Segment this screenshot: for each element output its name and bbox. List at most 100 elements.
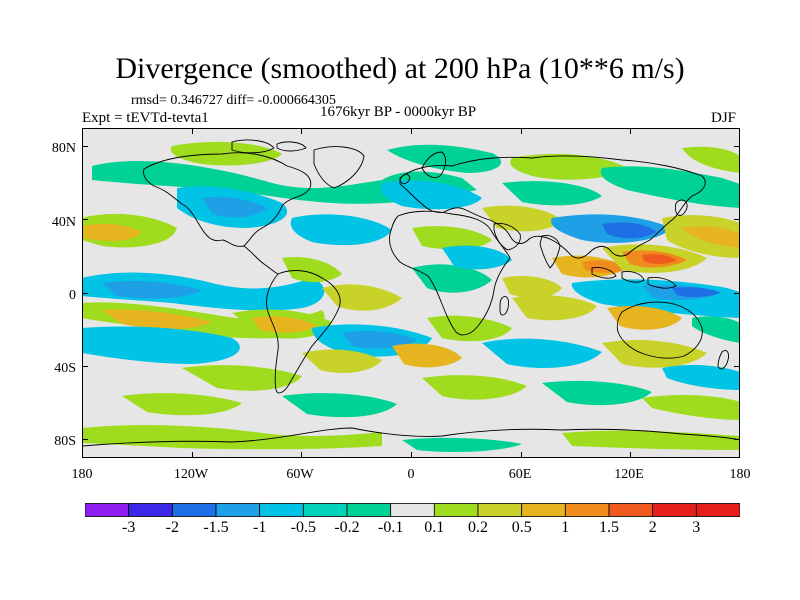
field-patch xyxy=(282,393,397,418)
field-patch xyxy=(342,330,417,349)
coastline-australia xyxy=(616,301,703,359)
colorbar-label: -0.5 xyxy=(290,519,316,536)
field-patch xyxy=(392,343,462,368)
field-patch xyxy=(82,224,142,241)
map-frame xyxy=(82,128,740,458)
field-patch xyxy=(252,316,317,333)
field-patch xyxy=(302,349,382,373)
lat-label-80s: 80S xyxy=(54,434,76,449)
coastline-new-zealand xyxy=(717,349,729,370)
coastline-british-isles xyxy=(399,173,411,185)
page-title: Divergence (smoothed) at 200 hPa (10**6 … xyxy=(115,52,685,85)
colorbar-swatch xyxy=(564,503,610,517)
field-patch xyxy=(542,380,652,406)
colorbar-label: 0.1 xyxy=(424,519,445,536)
coastline-greenland xyxy=(313,146,365,189)
field-patch xyxy=(642,395,740,420)
field-patch xyxy=(692,316,740,343)
field-patch xyxy=(412,226,492,250)
field-patch xyxy=(412,264,492,293)
coastline-arabia xyxy=(493,223,521,251)
colorbar-swatch xyxy=(433,503,479,517)
colorbar-swatch xyxy=(346,503,392,517)
coastline-india xyxy=(539,235,561,269)
field-patch xyxy=(482,205,562,232)
period-label: 1676kyr BP - 0000kyr BP xyxy=(320,104,477,120)
coastline-south-america xyxy=(266,270,341,394)
lon-label-60w: 60W xyxy=(286,467,314,482)
lat-label-eq: 0 xyxy=(69,288,76,303)
field-patch xyxy=(422,375,527,400)
field-patch xyxy=(482,338,602,368)
lon-label-120w: 120W xyxy=(173,467,209,482)
colorbar xyxy=(84,503,741,517)
coastline-antarctica xyxy=(82,427,740,447)
coastline-arctic-islands xyxy=(231,139,307,154)
colorbar-label: 1.5 xyxy=(599,519,619,536)
colorbar-label: -0.1 xyxy=(378,519,404,536)
field-patch xyxy=(442,245,512,270)
lon-label-0: 0 xyxy=(407,467,415,482)
coastline-africa xyxy=(389,210,511,336)
field-patch xyxy=(182,365,302,391)
lon-label-120e: 120E xyxy=(614,467,644,482)
experiment-label: Expt = tEVTd-tevta1 xyxy=(82,110,209,126)
colorbar-swatch xyxy=(390,503,435,517)
colorbar-label: -3 xyxy=(122,519,136,536)
rmsd-diff-text: rmsd= 0.346727 diff= -0.000664305 xyxy=(131,93,336,108)
colorbar-label: 0.2 xyxy=(468,519,488,536)
field-patch xyxy=(502,181,602,206)
field-patch xyxy=(102,309,212,329)
divergence-map xyxy=(82,128,740,458)
colorbar-swatch xyxy=(215,503,261,517)
season-label: DJF xyxy=(711,110,737,126)
coastline-madagascar xyxy=(499,296,509,316)
field-patch xyxy=(602,222,657,239)
colorbar-swatch xyxy=(128,503,173,517)
colorbar-swatch xyxy=(84,503,130,517)
lon-label-180e: 180 xyxy=(729,467,751,482)
field-patch xyxy=(290,214,392,246)
field-patch xyxy=(122,393,242,416)
field-patch xyxy=(380,180,482,210)
field-patch xyxy=(387,144,502,173)
field-patch xyxy=(202,196,267,218)
field-patch xyxy=(427,315,512,342)
lat-label-40n: 40N xyxy=(51,215,76,230)
field-patch xyxy=(282,256,342,283)
colorbar-swatch xyxy=(652,503,697,517)
colorbar-label: 0.5 xyxy=(511,519,532,536)
field-patch xyxy=(502,276,562,298)
colorbar-label: -1 xyxy=(253,519,267,536)
field-patch xyxy=(322,284,402,311)
colorbar-swatch xyxy=(477,503,523,517)
lat-label-80n: 80N xyxy=(51,141,76,156)
colorbar-label: 2 xyxy=(648,519,657,536)
colorbar-label: 1 xyxy=(561,519,570,536)
field-patch xyxy=(607,306,682,330)
colorbar-label: 3 xyxy=(692,519,701,536)
field-patch xyxy=(402,437,522,452)
field-patch xyxy=(682,226,740,248)
field-patch xyxy=(92,161,477,204)
field-patch xyxy=(662,365,740,390)
colorbar-swatch xyxy=(302,503,348,517)
coastline-eurasia xyxy=(399,155,706,259)
coastline-scandinavia xyxy=(421,151,447,179)
coastline-central-america xyxy=(243,245,279,275)
field-patch xyxy=(642,254,677,264)
coastline-maritime-continent xyxy=(591,267,677,289)
colorbar-swatch xyxy=(521,503,566,517)
field-patch xyxy=(562,430,740,450)
field-patch xyxy=(672,287,720,298)
coastline-north-america xyxy=(143,152,312,247)
field-patch xyxy=(602,339,707,368)
colorbar-swatch xyxy=(259,503,304,517)
colorbar-swatch xyxy=(608,503,654,517)
coastlines xyxy=(82,139,740,447)
field-patch xyxy=(82,425,382,450)
field-patch xyxy=(512,295,597,321)
field-patch xyxy=(600,166,740,208)
colorbar-label: -2 xyxy=(165,519,179,536)
field-patch xyxy=(682,146,740,173)
